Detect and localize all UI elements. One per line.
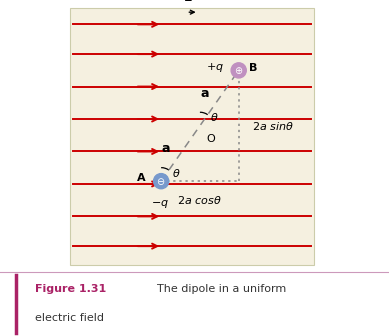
Text: The dipole in a uniform: The dipole in a uniform — [150, 284, 286, 294]
Text: $+q$: $+q$ — [207, 61, 224, 74]
Text: O: O — [207, 134, 216, 144]
Text: a: a — [161, 142, 170, 155]
FancyBboxPatch shape — [70, 8, 314, 265]
Circle shape — [231, 63, 246, 78]
Text: $2a\ cos\theta$: $2a\ cos\theta$ — [177, 194, 223, 206]
Text: Figure 1.31: Figure 1.31 — [35, 284, 106, 294]
Circle shape — [154, 174, 169, 189]
Text: $-q$: $-q$ — [151, 198, 169, 210]
Text: $\ominus$: $\ominus$ — [156, 176, 166, 187]
Text: $\theta$: $\theta$ — [210, 111, 219, 123]
Text: $2a\ sin\theta$: $2a\ sin\theta$ — [252, 120, 294, 132]
Text: $\vec{\mathbf{E}}$: $\vec{\mathbf{E}}$ — [183, 0, 193, 5]
Text: A: A — [137, 173, 145, 183]
Text: $\theta$: $\theta$ — [172, 167, 180, 178]
Text: a: a — [200, 87, 209, 100]
Text: electric field: electric field — [35, 313, 104, 323]
Text: B: B — [249, 63, 258, 73]
Text: $\oplus$: $\oplus$ — [234, 65, 244, 76]
